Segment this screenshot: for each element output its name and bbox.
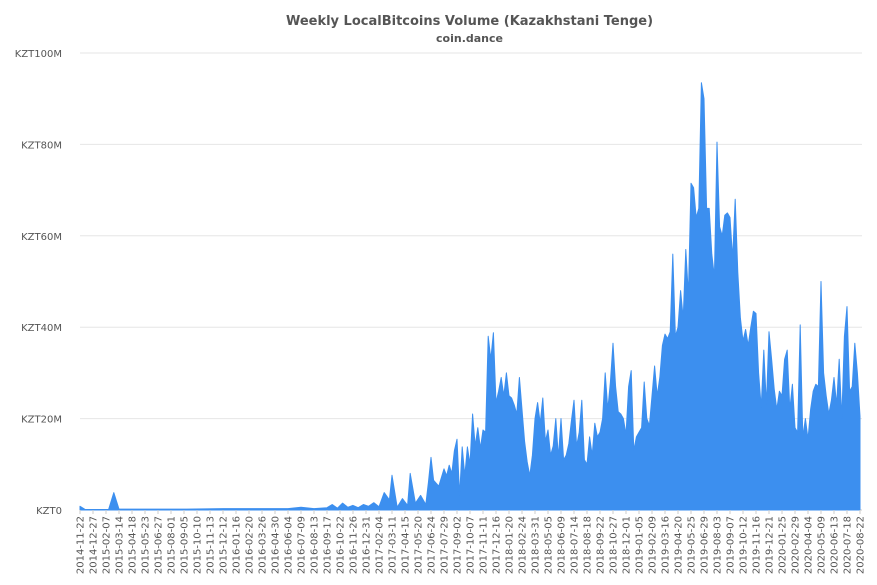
x-tick-label: 2017-02-04 (375, 516, 386, 574)
x-tick-label: 2018-08-18 (583, 516, 594, 574)
x-tick-label: 2016-03-26 (258, 516, 269, 574)
x-tick-label: 2020-06-13 (830, 516, 841, 574)
area-series (79, 82, 861, 511)
y-tick-label: KZT20M (21, 415, 62, 426)
y-tick-label: KZT0 (36, 506, 62, 517)
x-tick-label: 2020-07-18 (843, 516, 854, 574)
x-tick-label: 2019-10-12 (739, 516, 750, 574)
x-tick-label: 2018-12-01 (622, 516, 633, 574)
x-tick-label: 2017-05-20 (414, 516, 425, 574)
y-tick-label: KZT60M (21, 232, 62, 243)
x-tick-label: 2017-12-16 (492, 516, 503, 574)
x-tick-label: 2018-02-24 (518, 516, 529, 574)
x-tick-label: 2019-08-03 (713, 516, 724, 574)
x-tick-label: 2015-04-18 (128, 516, 139, 574)
x-tick-label: 2017-03-11 (388, 516, 399, 574)
x-tick-label: 2019-09-07 (726, 516, 737, 574)
x-tick-label: 2019-05-25 (687, 516, 698, 574)
x-tick-label: 2015-06-27 (154, 516, 165, 574)
x-tick-label: 2020-08-22 (856, 516, 867, 574)
x-tick-label: 2014-11-22 (76, 516, 87, 574)
x-tick-label: 2019-03-16 (661, 516, 672, 574)
chart-title: Weekly LocalBitcoins Volume (Kazakhstani… (285, 14, 654, 29)
x-tick-label: 2019-02-09 (648, 516, 659, 574)
x-tick-label: 2016-07-09 (297, 516, 308, 574)
x-tick-label: 2015-11-13 (206, 516, 217, 574)
x-tick-label: 2018-07-14 (570, 516, 581, 574)
x-tick-label: 2019-06-29 (700, 516, 711, 574)
x-tick-label: 2020-05-09 (817, 516, 828, 574)
x-tick-label: 2016-11-26 (349, 516, 360, 574)
x-tick-label: 2015-02-07 (102, 516, 113, 574)
x-tick-label: 2014-12-27 (89, 516, 100, 574)
x-tick-label: 2017-07-29 (440, 516, 451, 574)
volume-area (79, 82, 861, 511)
x-tick-label: 2016-08-13 (310, 516, 321, 574)
x-tick-label: 2017-04-15 (401, 516, 412, 574)
x-tick-label: 2019-04-20 (674, 516, 685, 574)
y-tick-label: KZT100M (15, 49, 62, 60)
x-tick-label: 2015-09-05 (180, 516, 191, 574)
y-tick-label: KZT80M (21, 140, 62, 151)
x-tick-label: 2020-02-29 (791, 516, 802, 574)
x-tick-label: 2019-12-21 (765, 516, 776, 574)
x-tick-label: 2017-11-11 (479, 516, 490, 574)
chart-subtitle: coin.dance (436, 32, 503, 45)
x-tick-label: 2018-06-09 (557, 516, 568, 574)
x-tick-label: 2015-12-12 (219, 516, 230, 574)
x-tick-label: 2016-09-17 (323, 516, 334, 574)
x-tick-label: 2019-01-05 (635, 516, 646, 574)
x-tick-label: 2018-01-20 (505, 516, 516, 574)
x-tick-label: 2016-12-31 (362, 516, 373, 574)
x-tick-label: 2018-05-05 (544, 516, 555, 574)
x-tick-label: 2017-10-07 (466, 516, 477, 574)
x-tick-label: 2018-10-27 (609, 516, 620, 574)
x-tick-label: 2015-03-14 (115, 516, 126, 574)
x-tick-label: 2020-04-04 (804, 516, 815, 574)
x-tick-label: 2016-01-16 (232, 516, 243, 574)
x-tick-label: 2015-05-23 (141, 516, 152, 574)
x-axis-ticks: 2014-11-22 2014-12-27 2015-02-07 2015-03-14… (76, 510, 867, 574)
x-tick-label: 2018-03-31 (531, 516, 542, 574)
y-axis-ticks: KZT0 KZT20M KZT40M KZT60M KZT80M KZT100M (15, 49, 62, 517)
x-tick-label: 2016-04-30 (271, 516, 282, 574)
x-tick-label: 2018-09-22 (596, 516, 607, 574)
x-tick-label: 2019-11-16 (752, 516, 763, 574)
x-tick-label: 2020-01-25 (778, 516, 789, 574)
x-tick-label: 2017-06-24 (427, 516, 438, 574)
x-tick-label: 2015-08-01 (167, 516, 178, 574)
y-tick-label: KZT40M (21, 323, 62, 334)
x-tick-label: 2015-10-10 (193, 516, 204, 574)
x-tick-label: 2017-09-02 (453, 516, 464, 574)
x-tick-label: 2016-10-22 (336, 516, 347, 574)
x-tick-label: 2016-02-20 (245, 516, 256, 574)
x-tick-label: 2016-06-04 (284, 516, 295, 574)
